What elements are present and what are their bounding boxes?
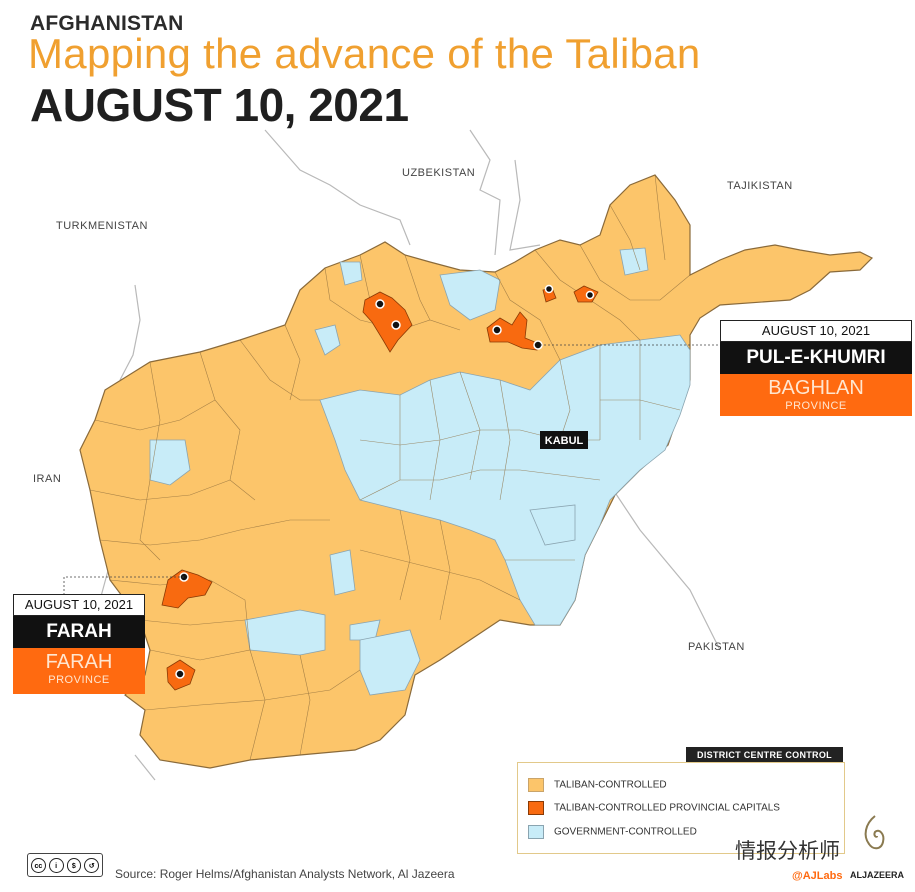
legend-swatch bbox=[528, 825, 544, 839]
label-uzbekistan: UZBEKISTAN bbox=[402, 167, 475, 179]
captured-provincial-capitals bbox=[161, 285, 599, 691]
map-country-heading: AFGHANISTAN bbox=[30, 12, 184, 35]
map-date: AUGUST 10, 2021 bbox=[30, 79, 409, 131]
legend: TALIBAN-CONTROLLED TALIBAN-CONTROLLED PR… bbox=[517, 762, 845, 854]
province-name: FARAH bbox=[45, 651, 113, 673]
watermark-text: 情报分析师 bbox=[735, 840, 840, 863]
legend-label: TALIBAN-CONTROLLED bbox=[554, 779, 667, 791]
legend-item-capitals: TALIBAN-CONTROLLED PROVINCIAL CAPITALS bbox=[528, 801, 780, 815]
label-iran: IRAN bbox=[33, 473, 61, 485]
callout-pul-e-khumri: AUGUST 10, 2021 PUL-E-KHUMRI BAGHLAN PRO… bbox=[720, 320, 912, 416]
kabul-label-box bbox=[540, 431, 588, 449]
ajlabs-handle: @AJLabs bbox=[792, 870, 843, 882]
province-word: PROVINCE bbox=[48, 674, 110, 686]
callout-city: PUL-E-KHUMRI bbox=[720, 342, 912, 374]
aljazeera-wordmark: ALJAZEERA bbox=[850, 870, 905, 880]
callout-province: FARAH PROVINCE bbox=[13, 648, 145, 694]
legend-swatch bbox=[528, 778, 544, 792]
callout-city: FARAH bbox=[13, 616, 145, 648]
label-pakistan: PAKISTAN bbox=[688, 641, 745, 653]
label-turkmenistan: TURKMENISTAN bbox=[56, 220, 148, 232]
kabul-label: KABUL bbox=[545, 435, 584, 447]
label-tajikistan: TAJIKISTAN bbox=[727, 180, 793, 192]
legend-label: GOVERNMENT-CONTROLLED bbox=[554, 826, 697, 838]
legend-item-taliban: TALIBAN-CONTROLLED bbox=[528, 778, 667, 792]
cc-icon: cc bbox=[31, 857, 46, 873]
nc-icon: $ bbox=[66, 857, 82, 873]
province-name: BAGHLAN bbox=[768, 377, 864, 399]
sa-icon: ↺ bbox=[84, 857, 99, 873]
province-word: PROVINCE bbox=[785, 400, 847, 412]
callout-date: AUGUST 10, 2021 bbox=[720, 320, 912, 342]
callout-farah: AUGUST 10, 2021 FARAH FARAH PROVINCE bbox=[13, 594, 145, 694]
aljazeera-logo-icon bbox=[864, 815, 885, 850]
callout-province: BAGHLAN PROVINCE bbox=[720, 374, 912, 416]
map-title: Mapping the advance of the Taliban bbox=[28, 30, 701, 77]
by-icon: i bbox=[48, 857, 64, 873]
legend-swatch bbox=[528, 801, 544, 815]
legend-item-government: GOVERNMENT-CONTROLLED bbox=[528, 825, 697, 839]
cc-license-icon: cc i $ ↺ bbox=[27, 853, 103, 877]
callout-date: AUGUST 10, 2021 bbox=[13, 594, 145, 616]
government-controlled-areas bbox=[149, 247, 691, 696]
legend-title: DISTRICT CENTRE CONTROL bbox=[686, 747, 843, 763]
district-boundaries bbox=[89, 174, 691, 761]
legend-label: TALIBAN-CONTROLLED PROVINCIAL CAPITALS bbox=[554, 802, 780, 814]
callout-leader-lines bbox=[63, 344, 720, 594]
source-credit: Source: Roger Helms/Afghanistan Analysts… bbox=[115, 867, 455, 881]
